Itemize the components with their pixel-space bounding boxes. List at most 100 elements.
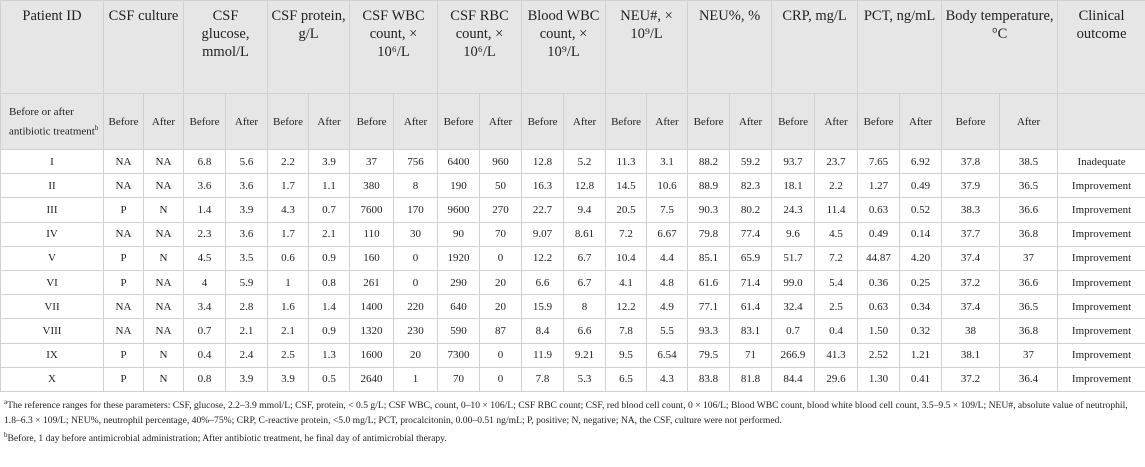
table-cell: 0.34 [899, 294, 943, 320]
table-cell: 261 [349, 269, 395, 296]
table-cell: 170 [393, 197, 439, 223]
table-cell: 14.5 [605, 173, 648, 199]
table-cell: 9.6 [771, 221, 816, 247]
table-cell: 6.7 [563, 245, 607, 271]
phase-header: After [899, 93, 943, 150]
table-cell: Improvement [1057, 318, 1145, 344]
table-cell: 36.8 [999, 318, 1059, 344]
table-cell: 80.2 [729, 197, 773, 223]
table-cell: 90 [437, 221, 481, 247]
table-cell: NA [103, 173, 144, 199]
footnotes: aThe reference ranges for these paramete… [0, 392, 1145, 446]
table-cell: 24.3 [771, 197, 816, 223]
phase-header: Before [183, 93, 226, 150]
table-cell: 10.6 [646, 173, 689, 199]
table-cell: 7.2 [814, 245, 859, 271]
table-cell: 1 [267, 269, 310, 296]
table-cell: 37.4 [941, 294, 1001, 320]
table-cell: 59.2 [729, 148, 773, 175]
table-cell: 0.32 [899, 318, 943, 344]
table-cell: 4 [183, 269, 226, 296]
table-cell: 9.21 [563, 342, 607, 368]
table-cell: 2.1 [267, 318, 310, 344]
table-cell: 3.6 [224, 221, 269, 247]
table-cell: 3.5 [224, 245, 269, 271]
table-cell: 71.4 [729, 269, 773, 296]
table-cell: Improvement [1057, 197, 1145, 223]
table-cell: 0 [479, 342, 523, 368]
table-cell: NA [143, 173, 184, 199]
table-cell: 7.8 [521, 366, 565, 392]
phase-header: After [999, 93, 1059, 150]
table-cell: 3.6 [224, 173, 269, 199]
phase-header: After [563, 93, 607, 150]
table-cell: 1.7 [267, 173, 310, 199]
table-cell: P [103, 366, 144, 392]
table-cell: 0.8 [308, 269, 351, 296]
table-cell: 37.2 [941, 366, 1001, 392]
phase-header: Before [857, 93, 901, 150]
table-cell: 38 [941, 318, 1001, 344]
table-cell: 8 [393, 173, 439, 199]
table-cell: 3.9 [267, 366, 310, 392]
subheader-label: Before or after antibiotic treatment [9, 105, 95, 138]
table-cell: 1.4 [308, 294, 351, 320]
table-cell: 160 [349, 245, 395, 271]
table-cell: 88.2 [687, 148, 731, 175]
table-cell: 290 [437, 269, 481, 296]
table-cell: P [103, 342, 144, 368]
table-cell: 0 [393, 269, 439, 296]
table-cell: 6.67 [646, 221, 689, 247]
table-cell: 2.5 [814, 294, 859, 320]
table-cell: 1.27 [857, 173, 901, 199]
table-cell: 9.5 [605, 342, 648, 368]
table-cell: 41.3 [814, 342, 859, 368]
phase-header: After [814, 93, 859, 150]
table-cell: 9.4 [563, 197, 607, 223]
table-cell: 0 [393, 245, 439, 271]
column-header: NEU#, × 10⁹/L [605, 0, 689, 94]
table-cell: 2.8 [224, 294, 269, 320]
table-row: II NA NA 3.6 3.6 1.7 1.1 380 8 190 50 16.3 12.8 14.5 1… [0, 173, 1145, 199]
table-cell: 4.3 [646, 366, 689, 392]
table-cell: 0.8 [183, 366, 226, 392]
column-header: CSF protein, g/L [267, 0, 351, 94]
table-cell: 2.3 [183, 221, 226, 247]
table-cell: 37.4 [941, 245, 1001, 271]
table-cell: 6.92 [899, 148, 943, 175]
column-header: Clinical outcome [1057, 0, 1145, 94]
table-cell: 0.4 [183, 342, 226, 368]
table-cell: 50 [479, 173, 523, 199]
table-cell: II [0, 173, 104, 199]
table-cell: 1.1 [308, 173, 351, 199]
footnote: aThe reference ranges for these paramete… [4, 395, 1141, 428]
table-cell: 5.6 [224, 148, 269, 175]
table-cell: 0 [479, 245, 523, 271]
table-cell: 4.5 [814, 221, 859, 247]
table-cell: 960 [479, 148, 523, 175]
table-cell: 11.3 [605, 148, 648, 175]
table-cell: 38.5 [999, 148, 1059, 175]
phase-header: Before [605, 93, 648, 150]
table-cell: 7.2 [605, 221, 648, 247]
table-cell: IV [0, 221, 104, 247]
phase-header: Before [687, 93, 731, 150]
table-cell: 93.7 [771, 148, 816, 175]
table-cell: 71 [729, 342, 773, 368]
table-cell: 0.41 [899, 366, 943, 392]
table-cell: 20.5 [605, 197, 648, 223]
table-cell: 6.6 [563, 318, 607, 344]
table-cell: 0.52 [899, 197, 943, 223]
table-cell: 36.4 [999, 366, 1059, 392]
phase-header: Before [941, 93, 1001, 150]
table-cell: 37.8 [941, 148, 1001, 175]
table-cell: 12.8 [563, 173, 607, 199]
table-cell: 2.2 [814, 173, 859, 199]
phase-header: Before [771, 93, 816, 150]
table-cell: 79.8 [687, 221, 731, 247]
table-cell: 380 [349, 173, 395, 199]
table-cell: 83.1 [729, 318, 773, 344]
table-cell: 20 [479, 294, 523, 320]
table-cell: 0.49 [899, 173, 943, 199]
table-cell: 3.9 [224, 197, 269, 223]
